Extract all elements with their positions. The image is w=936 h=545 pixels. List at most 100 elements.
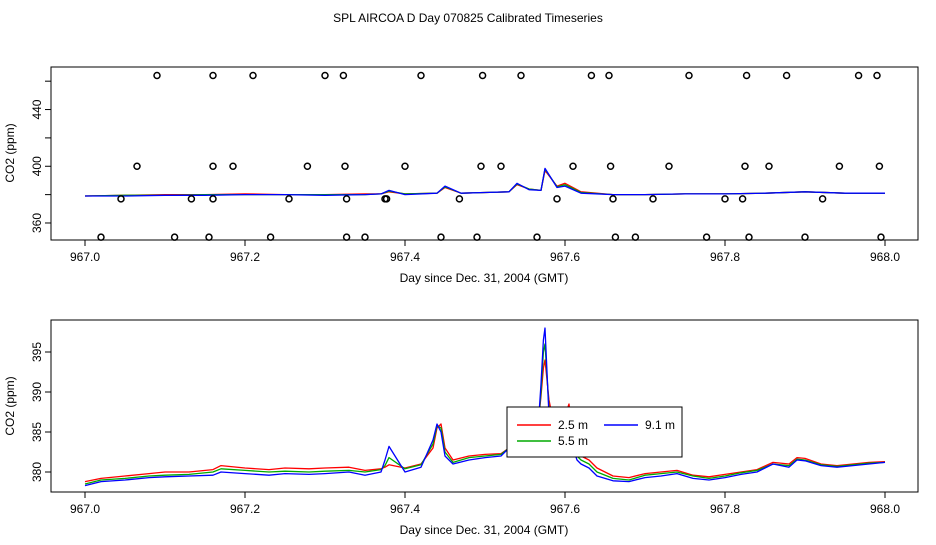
flask-point bbox=[117, 195, 125, 203]
bottom-series-9-1-mline bbox=[84, 327, 886, 487]
bottom-series-5-5-mline bbox=[84, 343, 886, 485]
flask-point bbox=[478, 71, 487, 80]
top-y-axis: 360 400 440 bbox=[30, 80, 51, 233]
flask-point bbox=[875, 162, 884, 171]
top-x-axis-label: Day since Dec. 31, 2004 (GMT) bbox=[400, 271, 569, 285]
flask-point bbox=[266, 233, 275, 241]
bottom-y-tick-label: 380 bbox=[30, 462, 44, 482]
bottom-y-tick-label: 385 bbox=[30, 422, 44, 442]
top-series-9-1-mline bbox=[85, 167, 885, 197]
bottom-y-tick-label: 395 bbox=[30, 342, 44, 362]
top-series-lines bbox=[84, 167, 885, 197]
flask-point bbox=[339, 71, 348, 80]
bottom-x-tick-label: 967.6 bbox=[550, 502, 580, 516]
flask-point bbox=[649, 195, 657, 203]
bottom-series-2-5-mline bbox=[84, 359, 886, 483]
top-x-tick-label: 967.6 bbox=[550, 250, 580, 264]
flask-point bbox=[873, 71, 881, 80]
flask-point bbox=[382, 195, 391, 203]
flask-point bbox=[553, 195, 561, 203]
flask-point bbox=[738, 195, 747, 203]
flask-point bbox=[782, 71, 791, 80]
flask-point bbox=[209, 195, 217, 203]
flask-point bbox=[205, 233, 213, 241]
flask-point bbox=[801, 233, 809, 241]
flask-point bbox=[765, 162, 773, 171]
flask-point bbox=[606, 162, 615, 171]
flask-point bbox=[229, 162, 237, 171]
flask-point bbox=[631, 233, 640, 241]
top-plot-frame bbox=[50, 66, 919, 241]
flask-point bbox=[685, 71, 693, 80]
flask-point bbox=[609, 195, 617, 203]
flask-point bbox=[497, 162, 505, 171]
legend: 2.5 m 5.5 m 9.1 m bbox=[506, 406, 683, 458]
flask-point bbox=[209, 162, 217, 171]
top-y-tick-label: 360 bbox=[30, 213, 44, 233]
flask-point bbox=[342, 233, 351, 241]
flask-point bbox=[342, 195, 351, 203]
bottom-x-tick-label: 967.2 bbox=[230, 502, 260, 516]
flask-point bbox=[587, 71, 596, 80]
flask-point bbox=[133, 162, 141, 171]
flask-point bbox=[285, 195, 293, 203]
legend-label-2-5m: 2.5 m bbox=[558, 418, 588, 432]
flask-point bbox=[97, 233, 105, 241]
flask-point bbox=[153, 71, 161, 80]
bottom-x-tick-label: 967.0 bbox=[70, 502, 100, 516]
top-y-tick-label: 440 bbox=[30, 99, 44, 119]
top-x-tick-label: 967.8 bbox=[710, 250, 740, 264]
bottom-y-tick-label: 390 bbox=[30, 382, 44, 402]
flask-point bbox=[818, 195, 827, 203]
flask-point bbox=[533, 233, 541, 241]
flask-point bbox=[170, 233, 179, 241]
top-x-axis: 967.0 967.2 967.4 967.6 967.8 968.0 bbox=[70, 240, 900, 264]
top-x-tick-label: 968.0 bbox=[870, 250, 900, 264]
bottom-y-axis: 380 385 390 395 bbox=[30, 342, 51, 482]
flask-point bbox=[477, 162, 485, 171]
flask-point bbox=[249, 71, 257, 80]
flask-point bbox=[665, 162, 673, 171]
flask-point bbox=[417, 71, 425, 80]
flask-point bbox=[569, 162, 577, 171]
bottom-x-tick-label: 968.0 bbox=[870, 502, 900, 516]
flask-point bbox=[835, 162, 844, 171]
flask-point bbox=[741, 162, 749, 171]
top-y-tick-label: 400 bbox=[30, 156, 44, 176]
flask-point bbox=[321, 71, 329, 80]
flask-point bbox=[742, 71, 751, 80]
top-x-tick-label: 967.0 bbox=[70, 250, 100, 264]
top-y-axis-label: CO2 (ppm) bbox=[3, 123, 17, 182]
bottom-plot-frame bbox=[50, 319, 919, 493]
flask-point bbox=[437, 233, 445, 241]
flask-point bbox=[303, 162, 312, 171]
flask-point bbox=[611, 233, 620, 241]
bottom-x-tick-label: 967.8 bbox=[710, 502, 740, 516]
flask-point bbox=[517, 71, 525, 80]
flask-point bbox=[455, 195, 464, 203]
page-title: SPL AIRCOA D Day 070825 Calibrated Times… bbox=[333, 11, 603, 25]
bottom-series-lines bbox=[84, 327, 886, 487]
bottom-x-axis: 967.0 967.2 967.4 967.6 967.8 968.0 bbox=[70, 492, 900, 516]
bottom-x-axis-label: Day since Dec. 31, 2004 (GMT) bbox=[400, 523, 569, 537]
flask-point bbox=[745, 233, 753, 241]
legend-label-9-1m: 9.1 m bbox=[645, 418, 675, 432]
bottom-x-tick-label: 967.4 bbox=[390, 502, 420, 516]
top-x-tick-label: 967.4 bbox=[390, 250, 420, 264]
flask-point bbox=[187, 195, 196, 203]
flask-point bbox=[605, 71, 613, 80]
flask-point bbox=[702, 233, 711, 241]
flask-point bbox=[401, 162, 409, 171]
top-flask-points bbox=[97, 71, 885, 241]
flask-point bbox=[473, 233, 481, 241]
flask-point bbox=[361, 233, 369, 241]
flask-point bbox=[877, 233, 885, 241]
flask-point bbox=[721, 195, 729, 203]
flask-point bbox=[209, 71, 217, 80]
bottom-y-axis-label: CO2 (ppm) bbox=[3, 376, 17, 435]
top-x-tick-label: 967.2 bbox=[230, 250, 260, 264]
legend-box bbox=[506, 406, 683, 458]
legend-label-5-5m: 5.5 m bbox=[558, 434, 588, 448]
